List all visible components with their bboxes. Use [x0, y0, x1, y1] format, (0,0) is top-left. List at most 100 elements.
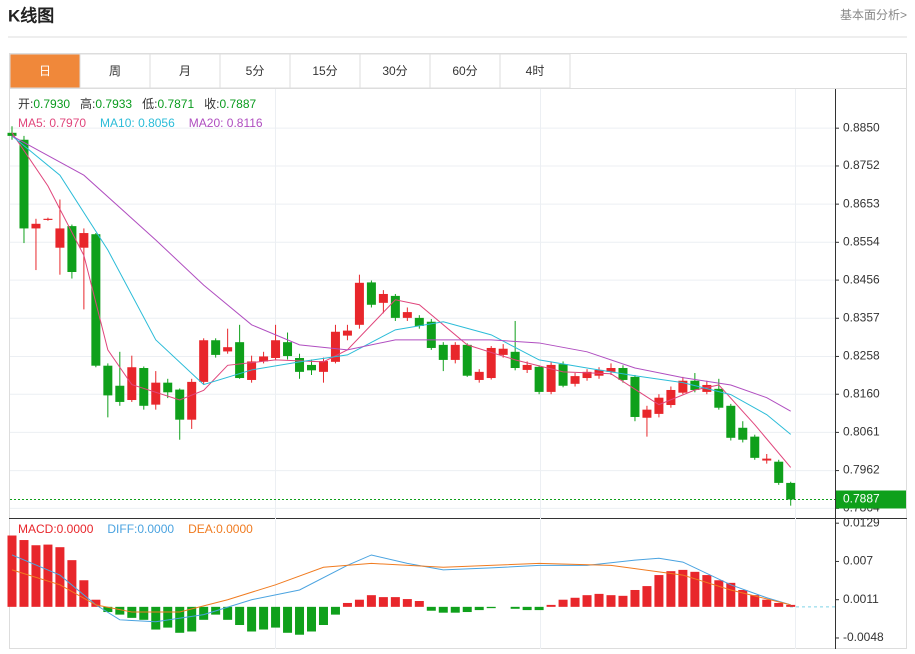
macd-bar	[762, 599, 772, 607]
macd-bar	[378, 597, 388, 607]
candle-body	[103, 365, 113, 396]
legend-entry: MA5: 0.7970	[18, 116, 86, 130]
macd-bar	[67, 560, 77, 607]
macd-line	[11, 562, 791, 613]
macd-bar	[55, 547, 65, 607]
candle-body	[402, 312, 412, 318]
candle-body	[462, 344, 472, 376]
info-value: 0.7887	[219, 97, 256, 111]
candle-body	[354, 282, 364, 325]
candle-body	[774, 461, 784, 483]
info-value: 0.7930	[33, 97, 70, 111]
tab-label[interactable]: 15分	[312, 64, 337, 78]
candle-body	[654, 397, 664, 414]
macd-bar	[738, 589, 748, 607]
candle-body	[187, 381, 197, 420]
macd-bar	[330, 606, 340, 615]
tab[interactable]	[79, 53, 151, 89]
macd-bar	[342, 602, 352, 607]
candle-body	[211, 340, 221, 355]
macd-bar	[750, 595, 760, 607]
macd-bar	[726, 582, 736, 607]
info-value: 0.7871	[157, 97, 194, 111]
tab[interactable]	[149, 53, 221, 89]
candle-body	[151, 382, 161, 405]
legend-entry: DIFF:0.0000	[107, 522, 174, 536]
macd-bar	[259, 606, 269, 630]
macd-bar	[714, 580, 724, 607]
macd-bar	[247, 606, 257, 632]
macd-bar	[594, 593, 604, 607]
tab-label[interactable]: 5分	[246, 64, 265, 78]
macd-bar	[43, 544, 53, 607]
candle-body	[630, 376, 640, 417]
candle-body	[31, 223, 41, 229]
ma-line	[11, 135, 791, 412]
candle-body	[738, 427, 748, 440]
tab-label[interactable]: 60分	[452, 64, 477, 78]
macd-bar	[223, 606, 233, 620]
macd-bar	[187, 606, 197, 632]
candle-body	[558, 364, 568, 386]
legend-entry: MA20: 0.8116	[189, 116, 263, 130]
candle-body	[43, 218, 53, 220]
tab-label[interactable]: 周	[109, 64, 121, 78]
candle-body	[199, 340, 209, 382]
tab[interactable]	[499, 53, 571, 89]
legend-entry: MA10: 0.8056	[100, 116, 175, 130]
y-tick-label: 0.8061	[843, 425, 880, 439]
candle-body	[678, 380, 688, 393]
macd-bar	[678, 569, 688, 607]
macd-bar	[115, 606, 125, 615]
macd-bar	[151, 606, 161, 630]
tab-label[interactable]: 月	[179, 64, 191, 78]
macd-bar	[426, 606, 436, 611]
macd-bar	[271, 606, 281, 628]
info-value: 0.7933	[95, 97, 132, 111]
macd-bar	[510, 606, 520, 609]
candle-body	[307, 364, 316, 371]
macd-bar	[438, 606, 448, 613]
candle-body	[546, 364, 556, 392]
candle-body	[318, 361, 328, 372]
tab-label[interactable]: 日	[39, 64, 51, 78]
macd-bar	[702, 575, 712, 607]
macd-bar	[522, 606, 532, 611]
candle-body	[750, 436, 760, 458]
info-label: 收:	[204, 97, 219, 111]
candle-body	[247, 361, 257, 380]
y-tick-label: 0.0011	[843, 592, 879, 606]
last-price-box	[836, 490, 906, 509]
macd-bar	[163, 606, 173, 628]
macd-bar	[486, 606, 496, 609]
macd-bar	[235, 606, 245, 626]
tab[interactable]	[9, 53, 81, 89]
macd-bar	[690, 571, 700, 607]
ma-line	[11, 135, 792, 435]
tab-label[interactable]: 30分	[382, 64, 407, 78]
candle-body	[295, 357, 305, 372]
macd-bar	[642, 586, 652, 607]
candle-body	[19, 139, 29, 229]
tab-label[interactable]: 4时	[526, 64, 545, 78]
macd-bar	[606, 595, 616, 607]
legend-entry: DEA:0.0000	[188, 522, 253, 536]
y-tick-label: 0.8357	[843, 310, 880, 324]
macd-bar	[402, 599, 412, 607]
candle-body	[606, 368, 616, 372]
tab[interactable]	[289, 53, 361, 89]
info-label: 高:	[80, 96, 95, 111]
y-tick-label: 0.8850	[843, 120, 880, 134]
macd-bar	[534, 606, 544, 611]
macd-bar	[558, 599, 568, 607]
y-tick-label: 0.8554	[843, 234, 880, 248]
candle-body	[139, 368, 149, 406]
candle-body	[534, 366, 544, 392]
candle-body	[522, 364, 532, 370]
fundamental-link[interactable]: 基本面分析>	[840, 8, 907, 22]
y-tick-label: 0.0129	[843, 515, 880, 529]
macd-bar	[366, 595, 376, 607]
candle-body	[271, 340, 281, 358]
candle-body	[235, 342, 245, 379]
macd-bar	[318, 606, 328, 626]
